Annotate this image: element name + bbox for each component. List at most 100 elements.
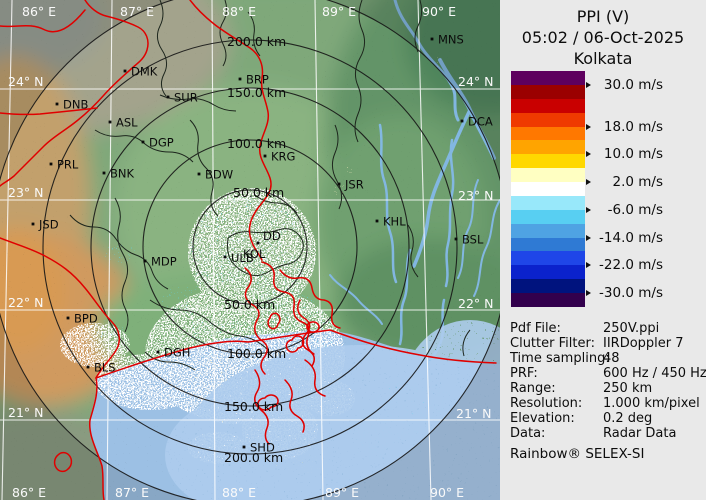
station-dot-BDW — [197, 172, 201, 176]
station-label-BSL: BSL — [462, 233, 484, 247]
tick-arrow-icon — [586, 206, 591, 213]
tick-arrow-icon — [586, 123, 591, 130]
station-label-KRG: KRG — [271, 150, 295, 164]
district-boundaries — [69, 0, 471, 371]
tick-value-label: -6.0 m/s — [607, 201, 663, 218]
range-ring-label: 100.0 km — [227, 136, 286, 151]
metadata-value: 1.000 km/pixel — [603, 396, 700, 411]
state-boundaries — [0, 0, 497, 500]
station-dot-BLS — [86, 365, 90, 369]
metadata-label: Range: — [510, 381, 556, 396]
range-rings — [0, 0, 500, 500]
station-label-ASL: ASL — [116, 116, 138, 130]
metadata-value: 0.2 deg — [603, 411, 653, 426]
metadata-value: 600 Hz / 450 Hz — [603, 366, 706, 381]
colorbar-tick: -14.0 m/s — [586, 229, 663, 246]
tick-value-label: 10.0 m/s — [603, 146, 663, 163]
station-label-ULB: ULB — [231, 251, 254, 265]
grid-label: 24° N — [458, 74, 493, 89]
colorbar-tick: 2.0 m/s — [586, 174, 664, 191]
tick-arrow-icon — [586, 151, 591, 158]
grid-label: 23° N — [8, 185, 43, 200]
station-label-JSR: JSR — [344, 178, 364, 192]
colorbar-band-0 — [511, 71, 585, 85]
grid-label: 22° N — [8, 295, 43, 310]
station-label-DD: DD — [263, 229, 281, 243]
colorbar-tick: -6.0 m/s — [586, 201, 663, 218]
station-dot-PRL — [49, 162, 53, 166]
metadata-row: Range: 250 km — [510, 381, 702, 396]
metadata-value: Radar Data — [603, 426, 677, 441]
metadata-row: PRF: 600 Hz / 450 Hz — [510, 366, 706, 381]
metadata-label: Time sampling: — [510, 351, 610, 366]
latlon-grid — [0, 0, 500, 500]
grid-label: 89° E — [325, 485, 359, 500]
grid-label: 87° E — [115, 485, 149, 500]
range-limit-shade — [0, 0, 500, 500]
tick-arrow-icon — [586, 262, 591, 269]
station-label-BPD: BPD — [74, 312, 98, 326]
station-label-DCA: DCA — [468, 115, 493, 129]
colorbar-band-3 — [511, 112, 585, 127]
metadata-value: 250V.ppi — [603, 321, 660, 336]
station-dot-DMK — [123, 69, 127, 73]
colorbar-band-9 — [511, 195, 585, 210]
tick-arrow-icon — [586, 290, 591, 297]
product-title: PPI (V) — [576, 7, 630, 26]
metadata-value: 48 — [603, 351, 620, 366]
colorbar-band-15 — [511, 279, 585, 293]
ring-labels: 200.0 km 150.0 km 100.0 km 50.0 km 50.0 km 10… — [224, 34, 286, 465]
colorbar-band-13 — [511, 251, 585, 266]
metadata-label: Clutter Filter: — [510, 336, 595, 351]
station-dot-MNS — [430, 37, 434, 41]
station-label-BDW: BDW — [205, 168, 233, 182]
metadata-label: Elevation: — [510, 411, 575, 426]
range-ring-label: 200.0 km — [227, 34, 286, 49]
range-ring-label: 50.0 km — [224, 297, 275, 312]
tick-value-label: -14.0 m/s — [599, 229, 663, 246]
colorbar-band-4 — [511, 126, 585, 141]
tick-value-label: -22.0 m/s — [599, 257, 663, 274]
scan-datetime: 05:02 / 06-Oct-2025 — [521, 28, 685, 47]
tick-arrow-icon — [586, 179, 591, 186]
radar-map-canvas: 86° E 87° E 88° E 89° E 90° E 86° E 87° E 88° E… — [0, 0, 500, 500]
metadata-row: Time sampling: 48 — [510, 351, 702, 366]
echo-sea-layer — [165, 320, 500, 500]
station-dot-ASL — [108, 120, 112, 124]
metadata-row: Elevation: 0.2 deg — [510, 411, 702, 426]
station-label-KOL: KOL — [243, 247, 266, 261]
tick-arrow-icon — [586, 81, 591, 88]
tick-value-label: 2.0 m/s — [612, 174, 664, 191]
radar-station-name: Kolkata — [573, 49, 633, 68]
range-ring-label: 100.0 km — [227, 346, 286, 361]
grid-label: 21° N — [8, 405, 43, 420]
grid-label: 23° N — [458, 188, 493, 203]
metadata-row: Clutter Filter: IIRDoppler 7 — [510, 336, 702, 351]
colorbar-tick: -22.0 m/s — [586, 257, 663, 274]
station-label-MNS: MNS — [438, 33, 464, 47]
metadata-label: Data: — [510, 426, 546, 441]
station-dot-MDP — [143, 259, 147, 263]
station-dot-DGP — [141, 140, 145, 144]
metadata-row: Data: Radar Data — [510, 426, 702, 441]
radar-map: 86° E 87° E 88° E 89° E 90° E 86° E 87° E 88° E… — [0, 0, 500, 500]
grid-label: 86° E — [22, 4, 56, 19]
station-dot-BPD — [66, 316, 70, 320]
station-label-MDP: MDP — [151, 255, 177, 269]
station-label-SUR: SUR — [174, 91, 198, 105]
range-ring-label: 50.0 km — [233, 185, 284, 200]
station-label-SHD: SHD — [250, 441, 275, 455]
station-dot-ULB — [223, 255, 227, 259]
tick-value-label: -30.0 m/s — [599, 285, 663, 302]
grid-label: 87° E — [120, 4, 154, 19]
station-label-DMK: DMK — [131, 65, 158, 79]
colorbar-band-10 — [511, 209, 585, 224]
metadata-label: Resolution: — [510, 396, 583, 411]
station-dot-DGH — [156, 350, 160, 354]
colorbar-tick: 10.0 m/s — [586, 146, 663, 163]
metadata-label: PRF: — [510, 366, 538, 381]
range-ring-label: 150.0 km — [227, 85, 286, 100]
product-metadata: Pdf File: 250V.ppi Clutter Filter: IIRDoppl… — [510, 321, 706, 441]
station-label-BRP: BRP — [246, 73, 269, 87]
